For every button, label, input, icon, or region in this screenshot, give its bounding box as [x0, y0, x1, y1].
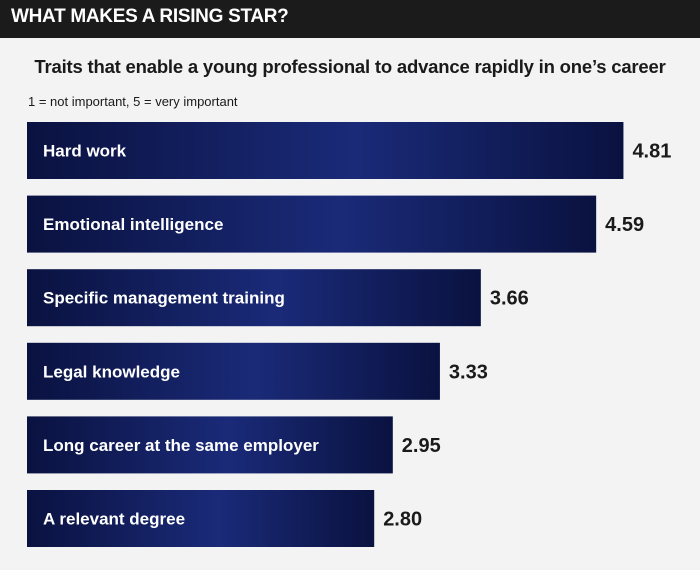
bar-value-label: 3.33	[449, 361, 488, 383]
bar-category-label: Hard work	[43, 142, 127, 161]
bar-category-label: Specific management training	[43, 289, 285, 308]
header-bar: WHAT MAKES A RISING STAR?	[0, 0, 700, 38]
bar-category-label: A relevant degree	[43, 510, 185, 529]
bar	[27, 122, 624, 179]
bar-value-label: 3.66	[490, 288, 529, 310]
bar-value-label: 4.81	[632, 141, 671, 163]
bar	[27, 416, 393, 474]
bar-value-label: 2.95	[402, 435, 441, 457]
bar-category-label: Legal knowledge	[43, 362, 180, 381]
bar-value-label: 4.59	[605, 214, 644, 236]
scale-note: 1 = not important, 5 = very important	[28, 94, 238, 109]
bar-category-label: Emotional intelligence	[43, 215, 223, 234]
header-title: WHAT MAKES A RISING STAR?	[11, 6, 289, 27]
bar	[27, 195, 597, 253]
bar	[27, 269, 481, 327]
chart-title: Traits that enable a young professional …	[34, 56, 666, 77]
bar	[27, 342, 440, 400]
bar	[27, 490, 375, 547]
bar-category-label: Long career at the same employer	[43, 436, 319, 455]
bar-value-label: 2.80	[383, 509, 422, 531]
